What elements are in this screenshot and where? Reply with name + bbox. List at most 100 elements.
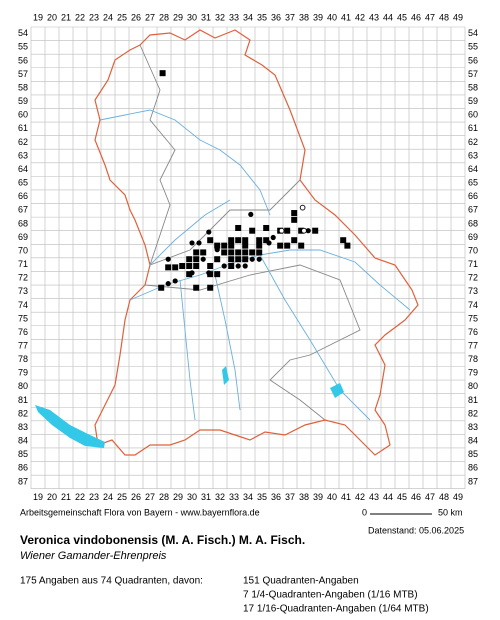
column-label: 47 <box>425 492 435 502</box>
record-dot <box>165 281 171 287</box>
column-label: 21 <box>61 12 71 22</box>
scale-start: 0 <box>362 507 367 517</box>
record-dot <box>235 263 241 269</box>
subtitle: Wiener Gamander-Ehrenpreis <box>20 550 167 562</box>
summary: 175 Angaben aus 74 Quadranten, davon: <box>20 576 203 587</box>
record-square <box>242 237 249 244</box>
row-label: 80 <box>468 381 478 391</box>
row-label: 59 <box>18 96 28 106</box>
record-square <box>298 242 305 249</box>
row-label: 78 <box>18 354 28 364</box>
river <box>214 274 241 411</box>
record-square <box>193 256 200 263</box>
record-square <box>235 249 242 256</box>
row-label: 65 <box>468 178 478 188</box>
column-label: 38 <box>299 492 309 502</box>
row-label: 62 <box>18 137 28 147</box>
row-label: 77 <box>468 341 478 351</box>
record-square <box>221 249 228 256</box>
row-label: 87 <box>18 476 28 486</box>
column-label: 24 <box>103 12 113 22</box>
column-label: 43 <box>369 12 379 22</box>
lake <box>35 405 105 448</box>
row-label: 76 <box>468 327 478 337</box>
row-label: 55 <box>18 42 28 52</box>
record-square <box>228 249 235 256</box>
row-label: 72 <box>468 273 478 283</box>
record-square <box>186 271 193 278</box>
column-label: 46 <box>411 12 421 22</box>
row-label: 54 <box>468 28 478 38</box>
record-square <box>291 216 298 223</box>
record-open <box>301 227 307 234</box>
row-label: 71 <box>18 259 28 269</box>
column-label: 49 <box>453 12 463 22</box>
record-square <box>193 249 200 256</box>
row-label: 57 <box>468 69 478 79</box>
column-label: 47 <box>425 12 435 22</box>
row-label: 66 <box>18 191 28 201</box>
column-label: 39 <box>313 492 323 502</box>
row-label: 64 <box>468 164 478 174</box>
record-square <box>344 242 351 249</box>
record-square <box>291 237 298 244</box>
record-dot <box>228 256 234 262</box>
row-label: 61 <box>468 123 478 133</box>
column-label: 29 <box>173 492 183 502</box>
row-label: 63 <box>468 150 478 160</box>
record-square <box>312 227 319 234</box>
record-open <box>299 204 306 211</box>
row-label: 84 <box>468 436 478 446</box>
row-label: 63 <box>18 150 28 160</box>
record-dot <box>305 228 311 234</box>
column-label: 26 <box>131 12 141 22</box>
column-label: 21 <box>61 492 71 502</box>
column-label: 42 <box>355 492 365 502</box>
record-square <box>291 210 298 217</box>
column-label: 36 <box>271 12 281 22</box>
column-label: 32 <box>215 12 225 22</box>
row-label: 71 <box>468 259 478 269</box>
record-square <box>228 237 235 244</box>
column-label: 29 <box>173 12 183 22</box>
row-label: 68 <box>468 218 478 228</box>
record-dot <box>249 256 255 262</box>
record-square <box>179 263 186 270</box>
row-label: 62 <box>468 137 478 147</box>
column-label: 28 <box>159 492 169 502</box>
record-square <box>200 249 207 256</box>
record-dot <box>189 270 195 276</box>
row-label: 74 <box>468 300 478 310</box>
record-dot <box>206 270 212 276</box>
column-label: 46 <box>411 492 421 502</box>
column-label: 42 <box>355 12 365 22</box>
row-label: 59 <box>468 96 478 106</box>
column-label: 19 <box>33 492 43 502</box>
row-label: 83 <box>18 422 28 432</box>
column-label: 36 <box>271 492 281 502</box>
column-label: 39 <box>313 12 323 22</box>
row-label: 67 <box>18 205 28 215</box>
record-square <box>159 70 166 77</box>
row-label: 54 <box>18 28 28 38</box>
count: 17 1/16-Quadranten-Angaben (1/64 MTB) <box>243 604 429 615</box>
row-label: 73 <box>18 286 28 296</box>
lake <box>330 383 344 398</box>
record-square <box>228 242 235 249</box>
record-square <box>207 284 214 291</box>
row-label: 84 <box>18 436 28 446</box>
row-label: 58 <box>468 82 478 92</box>
district-border <box>139 44 301 266</box>
row-label: 70 <box>468 245 478 255</box>
column-label: 33 <box>229 12 239 22</box>
column-label: 32 <box>215 492 225 502</box>
column-label: 41 <box>341 12 351 22</box>
row-label: 69 <box>468 232 478 242</box>
column-label: 34 <box>243 492 253 502</box>
river <box>99 109 271 216</box>
column-label: 31 <box>201 492 211 502</box>
record-square <box>235 237 242 244</box>
column-label: 23 <box>89 492 99 502</box>
column-label: 48 <box>439 12 449 22</box>
